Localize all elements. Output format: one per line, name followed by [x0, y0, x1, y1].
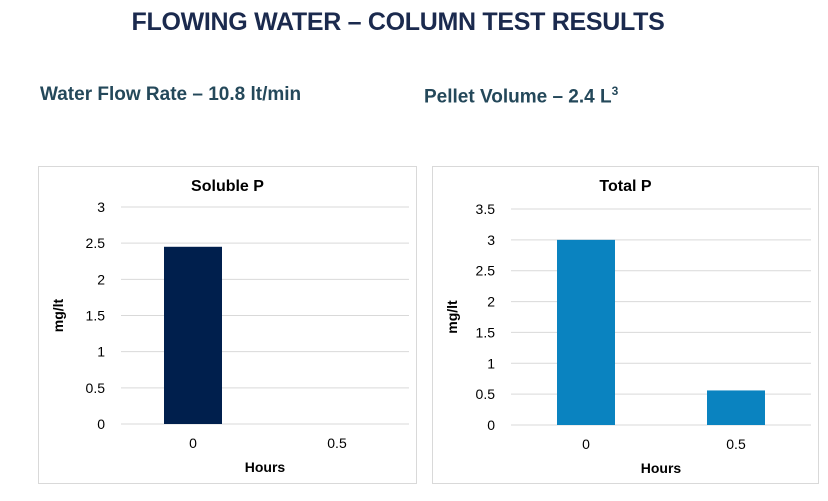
- y-tick-label: 2.5: [86, 235, 106, 251]
- x-axis-label: Hours: [245, 459, 286, 475]
- y-tick-label: 0: [97, 416, 105, 432]
- bar-0: [164, 246, 222, 424]
- soluble-p-chart: Soluble P 0 0.5 1 1.5 2 2.5 3 0 0.5 Hours mg/lt: [38, 166, 417, 484]
- x-tick-label: 0.5: [327, 435, 347, 451]
- x-tick-label: 0: [189, 435, 197, 451]
- y-tick-label: 1.5: [86, 308, 106, 324]
- y-tick-label: 3: [487, 232, 495, 248]
- chart-title: Soluble P: [191, 178, 264, 195]
- pellet-volume-text: Pellet Volume – 2.4 L: [424, 86, 612, 108]
- x-tick-label: 0.5: [726, 436, 746, 452]
- y-tick-label: 3.5: [476, 201, 496, 217]
- y-tick-label: 0.5: [86, 380, 106, 396]
- x-axis-label: Hours: [641, 460, 682, 476]
- bar-0: [557, 239, 615, 425]
- y-axis-label: mg/lt: [444, 300, 460, 334]
- y-axis-label: mg/lt: [50, 298, 66, 332]
- total-p-chart: Total P 0 0.5 1 1.5 2 2.5 3 3.5 0 0.5 Hours mg/lt: [432, 166, 819, 484]
- pellet-volume-label: Pellet Volume – 2.4 L3: [424, 84, 618, 108]
- y-tick-label: 2: [487, 294, 495, 310]
- y-tick-label: 1: [97, 344, 105, 360]
- flow-rate-label: Water Flow Rate – 10.8 lt/min: [40, 84, 302, 105]
- pellet-volume-superscript: 3: [611, 84, 619, 98]
- page-title: FLOWING WATER – COLUMN TEST RESULTS: [131, 8, 665, 36]
- bar-0-5: [707, 390, 765, 425]
- y-tick-label: 2.5: [476, 263, 496, 279]
- chart-title: Total P: [599, 178, 651, 195]
- y-tick-label: 0.5: [476, 386, 496, 402]
- y-tick-label: 0: [487, 417, 495, 433]
- x-tick-label: 0: [582, 436, 590, 452]
- total-p-chart-svg: Total P 0 0.5 1 1.5 2 2.5 3 3.5 0 0.5 Hours mg/lt: [444, 178, 811, 476]
- y-tick-label: 3: [97, 199, 105, 215]
- y-tick-label: 2: [97, 271, 105, 287]
- y-tick-label: 1: [487, 355, 495, 371]
- y-tick-label: 1.5: [476, 324, 496, 340]
- soluble-p-chart-svg: Soluble P 0 0.5 1 1.5 2 2.5 3 0 0.5 Hours mg/lt: [50, 178, 409, 475]
